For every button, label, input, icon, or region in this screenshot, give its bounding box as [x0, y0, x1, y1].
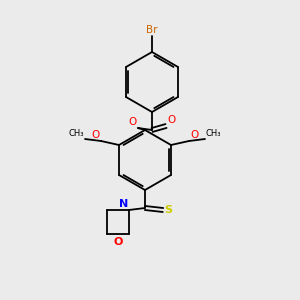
Text: O: O	[92, 130, 100, 140]
Text: O: O	[129, 117, 137, 127]
Text: O: O	[190, 130, 198, 140]
Text: N: N	[119, 199, 128, 209]
Text: CH₃: CH₃	[68, 129, 84, 138]
Text: CH₃: CH₃	[206, 129, 221, 138]
Text: Br: Br	[146, 25, 158, 35]
Text: S: S	[164, 205, 172, 215]
Text: O: O	[113, 237, 123, 247]
Text: O: O	[167, 115, 175, 125]
